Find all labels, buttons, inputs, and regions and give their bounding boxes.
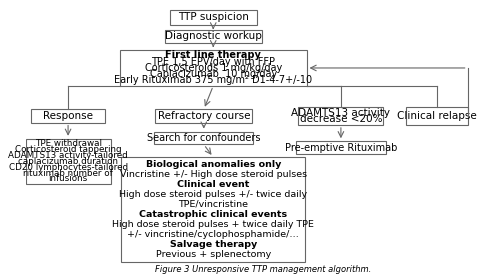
- Text: Catastrophic clinical events: Catastrophic clinical events: [139, 210, 288, 219]
- FancyBboxPatch shape: [296, 141, 386, 154]
- Text: rituximab number of: rituximab number of: [23, 169, 113, 177]
- Text: +/- vincristine/cyclophosphamide/…: +/- vincristine/cyclophosphamide/…: [128, 230, 299, 239]
- Text: Clinical event: Clinical event: [177, 180, 250, 189]
- FancyBboxPatch shape: [120, 50, 306, 86]
- Text: infusions: infusions: [48, 174, 88, 183]
- Text: TPE withdrawal: TPE withdrawal: [34, 139, 102, 148]
- Text: Corticosteroid tappering: Corticosteroid tappering: [15, 145, 122, 154]
- Text: TTP suspicion: TTP suspicion: [178, 12, 248, 22]
- FancyBboxPatch shape: [32, 110, 104, 123]
- Text: Clinical relapse: Clinical relapse: [397, 111, 477, 121]
- Text: Early Rituximab 375 mg/m² D1-4-7+/-10: Early Rituximab 375 mg/m² D1-4-7+/-10: [114, 76, 312, 86]
- Text: Corticosteroids 1 mg/kg/day: Corticosteroids 1 mg/kg/day: [144, 63, 282, 73]
- Text: CD20 lymphocytes-tailored: CD20 lymphocytes-tailored: [8, 163, 128, 172]
- FancyBboxPatch shape: [26, 139, 110, 184]
- Text: decrease <20%: decrease <20%: [300, 114, 382, 124]
- Text: Diagnostic workup: Diagnostic workup: [165, 31, 262, 41]
- Text: Previous + splenectomy: Previous + splenectomy: [156, 250, 271, 259]
- Text: Salvage therapy: Salvage therapy: [170, 240, 257, 249]
- Text: High dose steroid pulses +/- twice daily: High dose steroid pulses +/- twice daily: [119, 190, 308, 199]
- Text: Response: Response: [43, 111, 93, 121]
- FancyBboxPatch shape: [170, 10, 257, 25]
- Text: Vincristine +/- High dose steroid pulses: Vincristine +/- High dose steroid pulses: [120, 170, 307, 179]
- FancyBboxPatch shape: [121, 157, 306, 262]
- Text: ADAMTS13 activity: ADAMTS13 activity: [292, 108, 390, 118]
- Text: Figure 3 Unresponsive TTP management algorithm.: Figure 3 Unresponsive TTP management alg…: [155, 265, 371, 274]
- Text: Refractory course: Refractory course: [158, 111, 250, 121]
- Text: Caplaclzumab  10 mg/day: Caplaclzumab 10 mg/day: [150, 69, 277, 79]
- FancyBboxPatch shape: [406, 107, 468, 125]
- FancyBboxPatch shape: [154, 132, 254, 144]
- FancyBboxPatch shape: [298, 107, 384, 125]
- FancyBboxPatch shape: [165, 30, 262, 43]
- FancyBboxPatch shape: [156, 110, 252, 123]
- Text: Search for confounders: Search for confounders: [147, 133, 260, 143]
- Text: First line therapy: First line therapy: [166, 51, 261, 60]
- Text: High dose steroid pulses + twice daily TPE: High dose steroid pulses + twice daily T…: [112, 220, 314, 229]
- Text: TPE 1,5 EPV/day with FFP: TPE 1,5 EPV/day with FFP: [151, 57, 275, 67]
- Text: Biological anomalies only: Biological anomalies only: [146, 160, 281, 169]
- Text: Pre-emptive Rituximab: Pre-emptive Rituximab: [284, 143, 397, 153]
- Text: caplacizumab duration: caplacizumab duration: [18, 157, 118, 166]
- Text: ADAMTS13 activity-tailored: ADAMTS13 activity-tailored: [8, 151, 128, 160]
- Text: TPE/vincristine: TPE/vincristine: [178, 200, 248, 209]
